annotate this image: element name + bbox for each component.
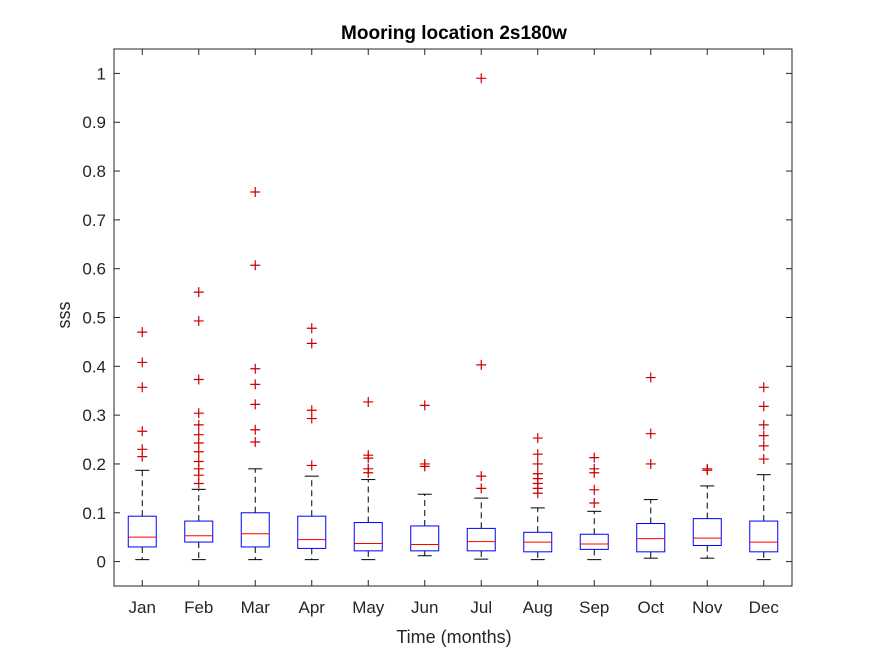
outlier-marker — [758, 382, 769, 393]
outlier-marker — [306, 338, 317, 349]
box-iqr — [240, 512, 270, 548]
outlier-marker — [250, 436, 261, 447]
outlier-marker — [363, 467, 374, 478]
x-tick-label: Aug — [523, 598, 553, 617]
outlier-marker — [137, 451, 148, 462]
box-iqr — [466, 527, 496, 552]
outlier-marker — [532, 488, 543, 499]
box-iqr — [410, 525, 440, 552]
outlier-marker — [758, 419, 769, 430]
outlier-marker — [419, 400, 430, 411]
outlier-marker — [137, 327, 148, 338]
outlier-marker — [476, 73, 487, 84]
box-iqr — [353, 522, 383, 552]
box-iqr — [297, 515, 327, 549]
y-tick-label: 0.7 — [82, 211, 106, 230]
box-iqr — [749, 520, 779, 553]
outlier-marker — [476, 359, 487, 370]
box-iqr — [579, 533, 609, 550]
box-iqr — [127, 515, 157, 548]
y-tick-label: 0.3 — [82, 406, 106, 425]
outlier-marker — [363, 453, 374, 464]
outlier-marker — [250, 399, 261, 410]
outlier-marker — [589, 467, 600, 478]
plot-area: 0 0.1 0.2 0.3 0.4 0.5 0.6 0.7 0.8 0.9 1 Jan Feb Mar Ap… — [82, 48, 793, 617]
box-iqr — [636, 523, 666, 553]
box-iqr — [692, 518, 722, 546]
outlier-marker — [419, 461, 430, 472]
y-tick-label: 0.1 — [82, 504, 106, 523]
y-tick-label: 0.4 — [82, 357, 106, 376]
outlier-marker — [532, 433, 543, 444]
chart-title: Mooring location 2s180w — [341, 23, 567, 44]
outlier-marker — [193, 446, 204, 457]
outlier-marker — [758, 401, 769, 412]
outlier-marker — [363, 396, 374, 407]
y-tick-label: 1 — [97, 64, 106, 83]
outlier-marker — [193, 315, 204, 326]
outlier-marker — [137, 357, 148, 368]
outlier-marker — [250, 379, 261, 390]
outlier-marker — [193, 419, 204, 430]
y-tick-label: 0.5 — [82, 309, 106, 328]
outlier-marker — [476, 471, 487, 482]
outlier-marker — [250, 187, 261, 198]
outlier-marker — [476, 483, 487, 494]
outlier-marker — [758, 430, 769, 441]
x-tick-label: Jul — [470, 598, 492, 617]
outlier-marker — [250, 424, 261, 435]
outlier-marker — [193, 408, 204, 419]
outlier-marker — [589, 498, 600, 509]
outlier-marker — [306, 413, 317, 424]
x-tick-label: May — [352, 598, 385, 617]
outlier-marker — [532, 458, 543, 469]
x-tick-label: Apr — [299, 598, 326, 617]
outlier-marker — [193, 287, 204, 298]
box-iqr — [184, 520, 214, 543]
outlier-marker — [306, 460, 317, 471]
outlier-marker — [137, 382, 148, 393]
outlier-marker — [589, 484, 600, 495]
outlier-marker — [306, 323, 317, 334]
outlier-marker — [645, 372, 656, 383]
outlier-marker — [193, 374, 204, 385]
x-tick-label: Mar — [241, 598, 271, 617]
outlier-marker — [702, 465, 713, 476]
outlier-marker — [758, 440, 769, 451]
x-tick-label: Sep — [579, 598, 609, 617]
x-tick-label: Feb — [184, 598, 213, 617]
x-tick-label: Jun — [411, 598, 438, 617]
y-tick-label: 0.6 — [82, 260, 106, 279]
y-tick-label: 0.2 — [82, 455, 106, 474]
outlier-marker — [589, 452, 600, 463]
outlier-marker — [137, 426, 148, 437]
y-tick-label: 0 — [97, 553, 106, 572]
x-tick-label: Oct — [638, 598, 665, 617]
x-tick-label: Dec — [749, 598, 780, 617]
x-axis-label: Time (months) — [396, 627, 511, 647]
x-tick-label: Jan — [129, 598, 156, 617]
outlier-marker — [193, 437, 204, 448]
y-axis-label: sss — [54, 302, 74, 329]
outlier-marker — [250, 363, 261, 374]
y-tick-label: 0.8 — [82, 162, 106, 181]
y-tick-label: 0.9 — [82, 113, 106, 132]
outlier-marker — [250, 260, 261, 271]
outlier-marker — [645, 428, 656, 439]
outlier-marker — [645, 458, 656, 469]
outlier-marker — [758, 454, 769, 465]
outlier-marker — [532, 449, 543, 460]
outlier-marker — [193, 478, 204, 489]
x-tick-label: Nov — [692, 598, 723, 617]
